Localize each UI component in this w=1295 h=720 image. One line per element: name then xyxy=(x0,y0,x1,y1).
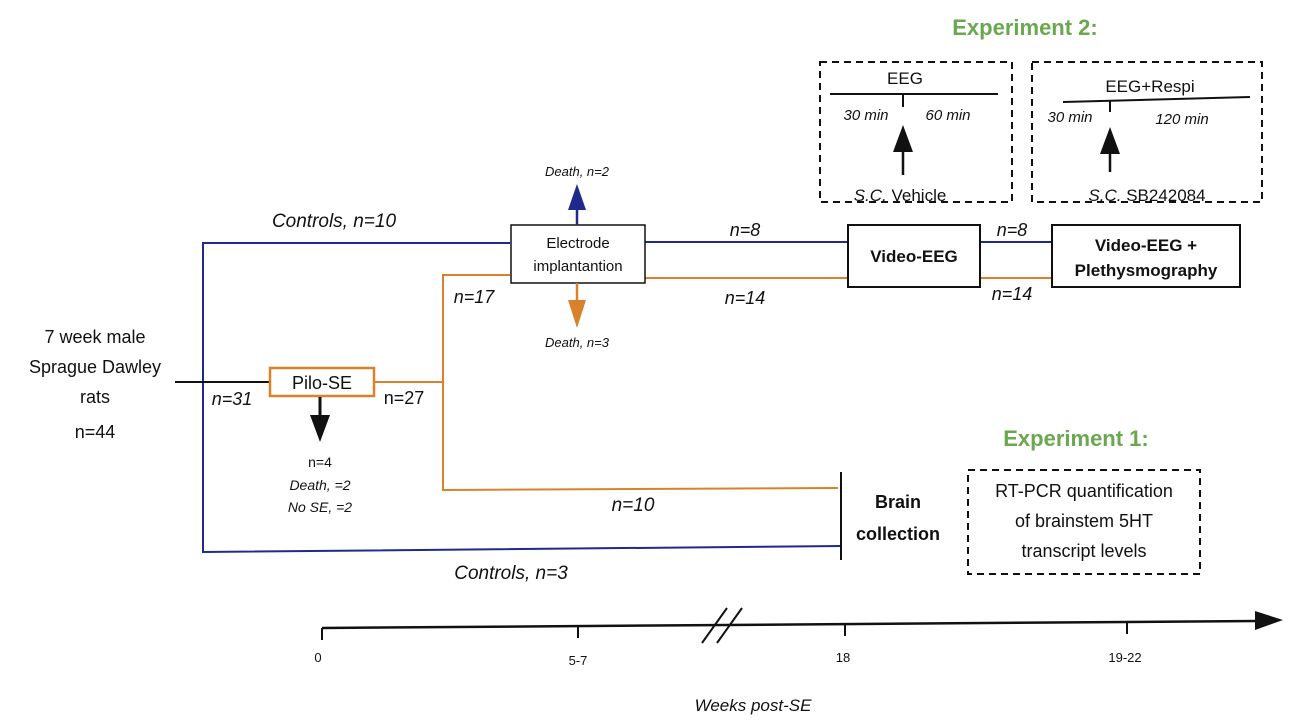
brain-collection-line1: Brain xyxy=(875,492,921,512)
eeg-label: EEG xyxy=(887,69,923,88)
electrode-label-line1: Electrode xyxy=(546,235,609,252)
video-eeg-label: Video-EEG xyxy=(870,247,958,266)
timeline-axis xyxy=(321,619,1259,630)
experiment1-box: RT-PCR quantification of brainstem 5HT t… xyxy=(967,469,1201,575)
brain-collection-line2: collection xyxy=(856,524,940,544)
control-lines xyxy=(202,241,1052,554)
electrode-label-line2: implantantion xyxy=(533,258,622,275)
eeg-respi-label: EEG+Respi xyxy=(1105,77,1194,96)
controls-bottom-count: Controls, n=3 xyxy=(454,563,568,584)
pilo-se-box xyxy=(268,366,376,398)
svg-text:7 week male: 7 week male xyxy=(44,327,145,347)
svg-text:transcript levels: transcript levels xyxy=(1021,541,1146,561)
vehicle-post-time: 60 min xyxy=(925,107,970,124)
death-top-arrow xyxy=(568,184,586,210)
drug-pre-time: 30 min xyxy=(1047,109,1092,126)
svg-text:rats: rats xyxy=(80,387,110,407)
death-bottom-count: Death, n=3 xyxy=(545,335,610,350)
svg-text:Sprague Dawley: Sprague Dawley xyxy=(29,357,161,377)
pilo-lines xyxy=(374,274,1052,492)
svg-text:of brainstem 5HT: of brainstem 5HT xyxy=(1015,511,1153,531)
experiment2-drug-box: EEG+Respi 30 min 120 min S.C. SB242084 xyxy=(1031,61,1263,205)
video-eeg-pleth-line1: Video-EEG + xyxy=(1095,236,1197,255)
timeline-axis-label: Weeks post-SE xyxy=(695,696,813,715)
tick-label-1: 5-7 xyxy=(569,653,588,668)
pilo-excluded-count: n=4 xyxy=(308,454,332,470)
experiment2-vehicle-box: EEG 30 min 60 min S.C. Vehicle xyxy=(819,61,1013,205)
video-eeg-pleth-box xyxy=(1051,224,1241,288)
axis-break-2 xyxy=(716,607,743,644)
n31-count: n=31 xyxy=(212,389,253,409)
n17-count: n=17 xyxy=(454,287,496,307)
video-eeg-box xyxy=(847,224,981,288)
experiment1-title: Experiment 1: xyxy=(1003,426,1149,451)
drug-injection-label: S.C. SB242084 xyxy=(1088,186,1205,205)
n27-count: n=27 xyxy=(384,388,425,408)
vehicle-injection-arrow xyxy=(893,125,913,152)
controls-top-count: Controls, n=10 xyxy=(272,211,397,232)
pilo-se-label: Pilo-SE xyxy=(292,373,352,393)
tick-label-3: 19-22 xyxy=(1108,650,1141,665)
drug-injection-arrow xyxy=(1100,127,1120,154)
timeline-arrowhead xyxy=(1255,611,1283,630)
pilo-exclusion-arrow xyxy=(310,415,330,442)
vehicle-injection-label: S.C. Vehicle xyxy=(854,186,947,205)
n14-count-a: n=14 xyxy=(725,288,766,308)
start-rats: 7 week male Sprague Dawley rats n=44 xyxy=(29,327,161,442)
svg-text:n=44: n=44 xyxy=(75,422,116,442)
death-top-count: Death, n=2 xyxy=(545,164,610,179)
timeline: 0 5-7 18 19-22 Weeks post-SE xyxy=(314,607,1283,715)
n8-count-b: n=8 xyxy=(997,220,1028,240)
axis-break-1 xyxy=(701,607,728,644)
pilo-death-count: Death, =2 xyxy=(289,477,350,493)
vehicle-pre-time: 30 min xyxy=(843,107,888,124)
n14-count-b: n=14 xyxy=(992,284,1033,304)
pilo-no-se-count: No SE, =2 xyxy=(288,499,352,515)
svg-text:RT-PCR quantification: RT-PCR quantification xyxy=(995,481,1173,501)
n10-count: n=10 xyxy=(612,495,655,516)
drug-post-time: 120 min xyxy=(1155,111,1208,128)
death-bottom-arrow xyxy=(568,300,586,328)
video-eeg-pleth-line2: Plethysmography xyxy=(1075,261,1218,280)
tick-label-0: 0 xyxy=(314,650,321,665)
n8-count-a: n=8 xyxy=(730,220,761,240)
experiment2-title: Experiment 2: xyxy=(952,15,1098,40)
tick-label-2: 18 xyxy=(836,650,850,665)
